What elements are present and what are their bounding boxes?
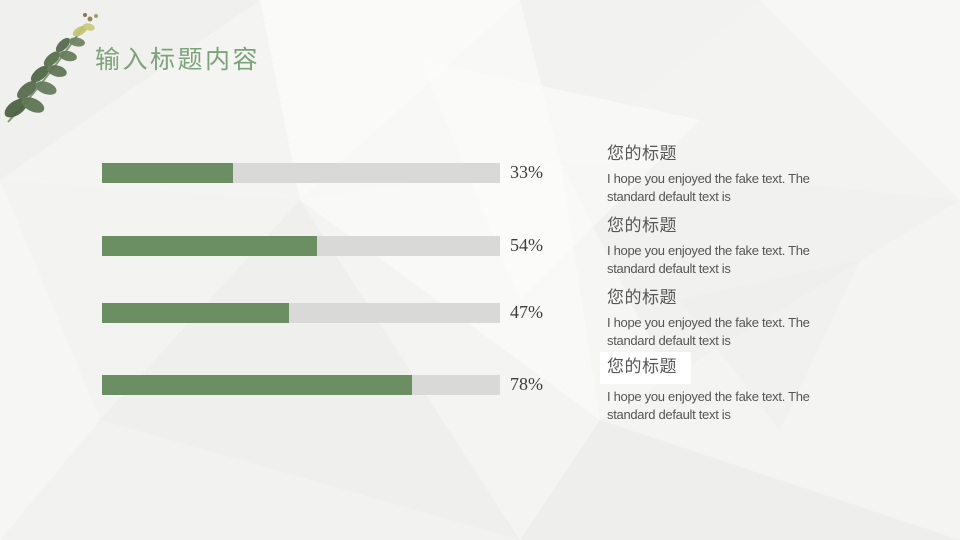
progress-bar-row-4: 78% (102, 374, 543, 395)
block-body: I hope you enjoyed the fake text. The st… (607, 315, 810, 348)
progress-bar-track (102, 375, 500, 395)
progress-value-label: 47% (510, 302, 543, 322)
progress-value-label: 78% (510, 374, 543, 394)
progress-bar-track (102, 303, 500, 323)
eucalyptus-plant-icon (4, 13, 98, 123)
block-body: I hope you enjoyed the fake text. The st… (607, 389, 810, 422)
block-heading-selected[interactable]: 您的标题 (600, 352, 691, 384)
progress-bar-row-3: 47% (102, 302, 543, 323)
block-body: I hope you enjoyed the fake text. The st… (607, 243, 810, 276)
progress-value-label: 54% (510, 235, 543, 255)
block-heading: 您的标题 (607, 216, 677, 235)
progress-bar-fill (102, 163, 234, 183)
text-block-1: 您的标题 I hope you enjoyed the fake text. T… (607, 142, 847, 205)
progress-bar-fill (102, 375, 413, 395)
progress-value-label: 33% (510, 162, 543, 182)
block-heading: 您的标题 (607, 144, 677, 163)
progress-bar-row-2: 54% (102, 235, 543, 256)
block-heading: 您的标题 (607, 288, 677, 307)
slide-title: 输入标题内容 (95, 46, 261, 74)
progress-bar-track (102, 163, 500, 183)
progress-bar-row-1: 33% (102, 162, 543, 183)
text-block-4: 您的标题 I hope you enjoyed the fake text. T… (600, 352, 847, 423)
progress-bar-fill (102, 236, 317, 256)
progress-bar-fill (102, 303, 290, 323)
progress-bar-track (102, 236, 500, 256)
block-body: I hope you enjoyed the fake text. The st… (607, 171, 810, 204)
text-block-2: 您的标题 I hope you enjoyed the fake text. T… (607, 214, 847, 277)
text-block-3: 您的标题 I hope you enjoyed the fake text. T… (607, 286, 847, 349)
